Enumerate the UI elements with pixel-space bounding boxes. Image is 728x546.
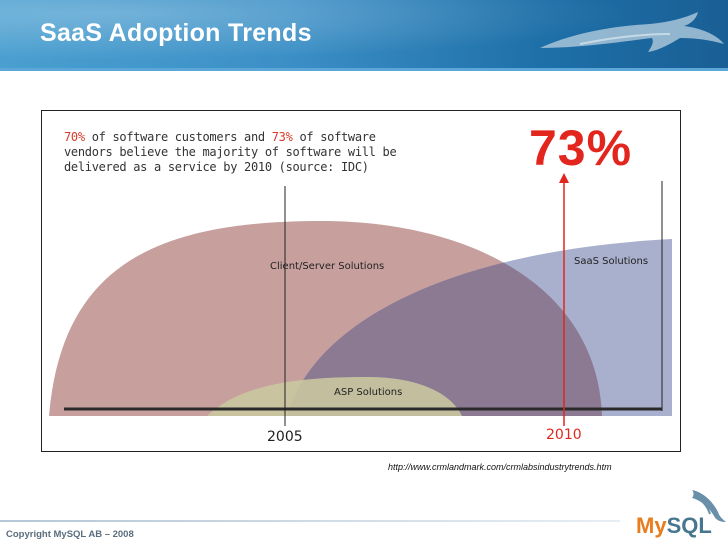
title-banner: SaaS Adoption Trends bbox=[0, 0, 728, 68]
year-2005: 2005 bbox=[267, 429, 303, 445]
asp-label: ASP Solutions bbox=[334, 387, 403, 398]
source-link[interactable]: http://www.crmlandmark.com/crmlabsindust… bbox=[388, 462, 612, 472]
headline-part-a: of software customers and bbox=[84, 130, 272, 144]
diagram-frame: 70% of software customers and 73% of sof… bbox=[41, 110, 681, 452]
client-server-label: Client/Server Solutions bbox=[270, 261, 385, 272]
banner-underline bbox=[0, 68, 728, 71]
adoption-diagram bbox=[49, 173, 672, 426]
headline-part-b: of software vendors believe the majority… bbox=[64, 130, 397, 174]
arrow-up-icon bbox=[559, 173, 569, 183]
dolphin-icon bbox=[540, 12, 724, 52]
vendor-percent: 73% bbox=[271, 130, 293, 144]
mysql-logo-text: MySQL bbox=[636, 513, 712, 539]
headline-text: 70% of software customers and 73% of sof… bbox=[64, 130, 397, 175]
customer-percent: 70% bbox=[64, 130, 85, 144]
asp-arc bbox=[207, 377, 462, 416]
slide-title: SaaS Adoption Trends bbox=[40, 19, 312, 47]
big-percentage: 73% bbox=[529, 120, 633, 176]
mysql-dolphin-logo bbox=[692, 490, 726, 522]
footer-divider bbox=[0, 520, 620, 522]
copyright-text: Copyright MySQL AB – 2008 bbox=[6, 529, 134, 540]
logo-sql: SQL bbox=[666, 513, 712, 538]
year-2010: 2010 bbox=[546, 427, 582, 443]
logo-my: My bbox=[636, 513, 667, 538]
saas-label: SaaS Solutions bbox=[574, 256, 649, 267]
